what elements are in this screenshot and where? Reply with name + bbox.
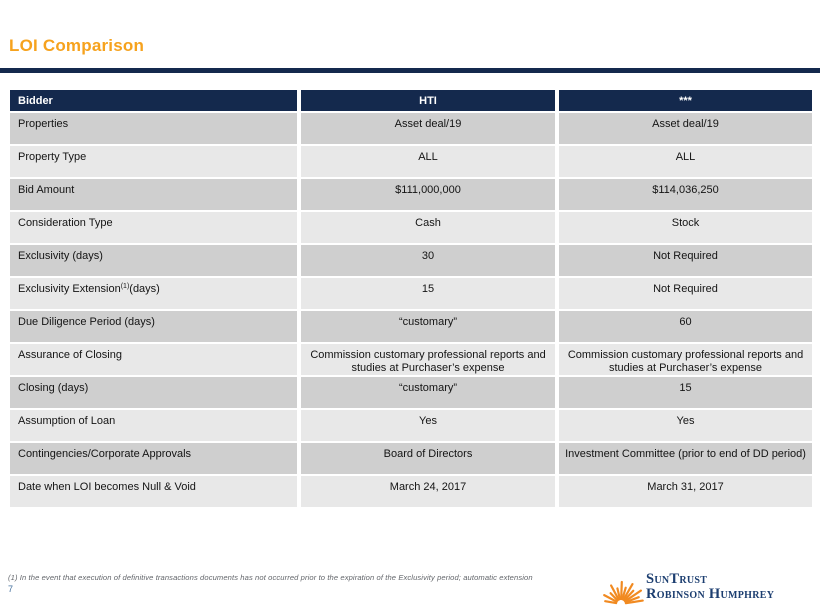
row-label-cell: Exclusivity Extension (1) (days) bbox=[10, 278, 297, 309]
hti-value-cell: “customary” bbox=[301, 377, 555, 408]
row-label-cell: Contingencies/Corporate Approvals bbox=[10, 443, 297, 474]
column-header-other: *** bbox=[559, 90, 812, 111]
other-bidder-value-cell: Commission customary professional report… bbox=[559, 344, 812, 375]
table-body: Properties Asset deal/19 Asset deal/19 P… bbox=[10, 113, 812, 507]
hti-value-cell: Commission customary professional report… bbox=[301, 344, 555, 375]
other-bidder-value-cell: Asset deal/19 bbox=[559, 113, 812, 144]
other-bidder-value-cell: Investment Committee (prior to end of DD… bbox=[559, 443, 812, 474]
other-bidder-value-cell: 60 bbox=[559, 311, 812, 342]
hti-value-cell: March 24, 2017 bbox=[301, 476, 555, 507]
other-bidder-value-cell: March 31, 2017 bbox=[559, 476, 812, 507]
other-bidder-value-cell: Not Required bbox=[559, 278, 812, 309]
table-row: Assumption of Loan Yes Yes bbox=[10, 410, 812, 441]
hti-value-cell: $111,000,000 bbox=[301, 179, 555, 210]
table-row: Exclusivity Extension (1) (days) 15 Not R… bbox=[10, 278, 812, 309]
page-title: LOI Comparison bbox=[9, 36, 145, 55]
table-row: Closing (days) “customary” 15 bbox=[10, 377, 812, 408]
title-divider bbox=[0, 68, 820, 73]
row-label-cell: Properties bbox=[10, 113, 297, 144]
table-row: Properties Asset deal/19 Asset deal/19 bbox=[10, 113, 812, 144]
row-label-cell: Due Diligence Period (days) bbox=[10, 311, 297, 342]
hti-value-cell: Yes bbox=[301, 410, 555, 441]
column-header-hti: HTI bbox=[301, 90, 555, 111]
table-row: Date when LOI becomes Null & Void March … bbox=[10, 476, 812, 507]
column-header-bidder: Bidder bbox=[10, 90, 297, 111]
row-label-cell: Bid Amount bbox=[10, 179, 297, 210]
table-row: Contingencies/Corporate Approvals Board … bbox=[10, 443, 812, 474]
hti-value-cell: “customary” bbox=[301, 311, 555, 342]
other-bidder-value-cell: 15 bbox=[559, 377, 812, 408]
logo-line-suntrust: SunTrust bbox=[646, 571, 708, 587]
table-header-row: Bidder HTI *** bbox=[10, 90, 812, 111]
table-row: Due Diligence Period (days) “customary” … bbox=[10, 311, 812, 342]
row-label-cell: Assumption of Loan bbox=[10, 410, 297, 441]
footnote: (1) In the event that execution of defin… bbox=[8, 573, 533, 582]
row-label-cell: Assurance of Closing bbox=[10, 344, 297, 375]
other-bidder-value-cell: $114,036,250 bbox=[559, 179, 812, 210]
hti-value-cell: ALL bbox=[301, 146, 555, 177]
row-label-cell: Consideration Type bbox=[10, 212, 297, 243]
hti-value-cell: Asset deal/19 bbox=[301, 113, 555, 144]
loi-comparison-table: Bidder HTI *** Properties Asset deal/19 … bbox=[10, 90, 812, 507]
row-label-cell: Exclusivity (days) bbox=[10, 245, 297, 276]
other-bidder-value-cell: Yes bbox=[559, 410, 812, 441]
other-bidder-value-cell: ALL bbox=[559, 146, 812, 177]
row-label-cell: Date when LOI becomes Null & Void bbox=[10, 476, 297, 507]
table-row: Consideration Type Cash Stock bbox=[10, 212, 812, 243]
logo-wordmark: SunTrust Robinson Humphrey bbox=[646, 572, 774, 602]
row-label-cell: Property Type bbox=[10, 146, 297, 177]
other-bidder-value-cell: Not Required bbox=[559, 245, 812, 276]
hti-value-cell: 15 bbox=[301, 278, 555, 309]
row-label-cell: Closing (days) bbox=[10, 377, 297, 408]
hti-value-cell: Board of Directors bbox=[301, 443, 555, 474]
hti-value-cell: 30 bbox=[301, 245, 555, 276]
table-row: Bid Amount $111,000,000 $114,036,250 bbox=[10, 179, 812, 210]
other-bidder-value-cell: Stock bbox=[559, 212, 812, 243]
suntrust-robinson-humphrey-logo: SunTrust Robinson Humphrey bbox=[598, 565, 812, 609]
table-row: Assurance of Closing Commission customar… bbox=[10, 344, 812, 375]
sunburst-icon bbox=[603, 580, 644, 605]
table-row: Property Type ALL ALL bbox=[10, 146, 812, 177]
table-row: Exclusivity (days) 30 Not Required bbox=[10, 245, 812, 276]
page-number: 7 bbox=[8, 584, 14, 594]
logo-line-robinson-humphrey: Robinson Humphrey bbox=[646, 586, 775, 602]
hti-value-cell: Cash bbox=[301, 212, 555, 243]
